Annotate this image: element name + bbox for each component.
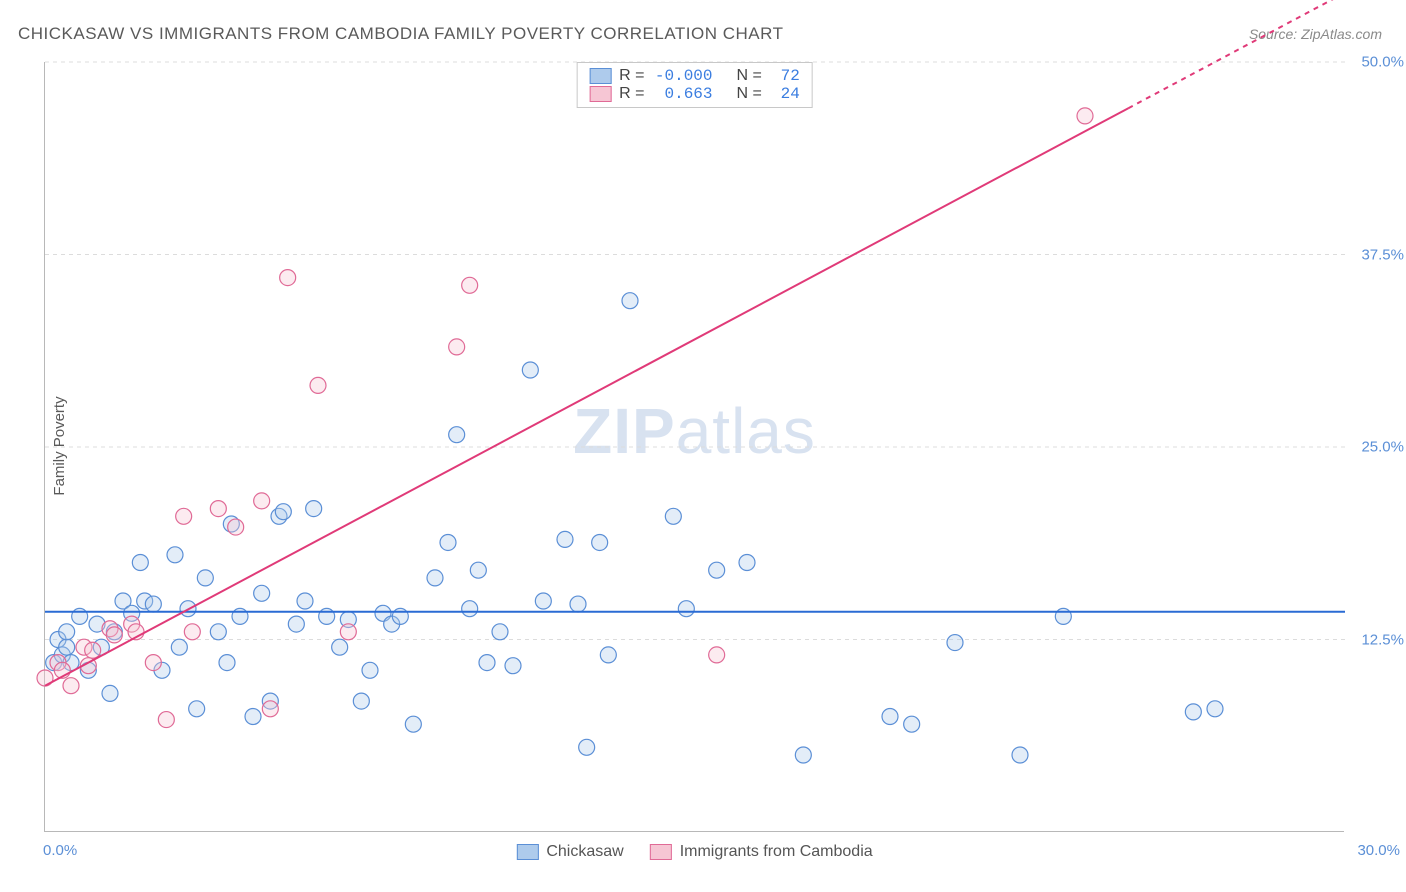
n-label: N = bbox=[737, 85, 762, 103]
plot-area: ZIPatlas R = -0.000 N = 72 R = 0.663 N =… bbox=[44, 62, 1344, 832]
y-tick-label: 25.0% bbox=[1361, 439, 1404, 456]
legend-swatch bbox=[516, 844, 538, 860]
x-tick-label: 30.0% bbox=[1357, 842, 1400, 859]
series-legend-label: Immigrants from Cambodia bbox=[680, 843, 873, 861]
legend-swatch bbox=[589, 86, 611, 102]
series-legend-item: Immigrants from Cambodia bbox=[650, 843, 873, 861]
y-tick-label: 12.5% bbox=[1361, 631, 1404, 648]
y-tick-label: 37.5% bbox=[1361, 246, 1404, 263]
n-value: 72 bbox=[770, 67, 800, 85]
plot-svg bbox=[45, 62, 1344, 831]
r-value: -0.000 bbox=[653, 67, 713, 85]
chart-title: CHICKASAW VS IMMIGRANTS FROM CAMBODIA FA… bbox=[18, 24, 783, 44]
x-tick-label: 0.0% bbox=[43, 842, 77, 859]
legend-row: R = 0.663 N = 24 bbox=[589, 85, 800, 103]
r-label: R = bbox=[619, 85, 644, 103]
series-legend-item: Chickasaw bbox=[516, 843, 623, 861]
r-label: R = bbox=[619, 67, 644, 85]
chart-container: CHICKASAW VS IMMIGRANTS FROM CAMBODIA FA… bbox=[0, 0, 1406, 892]
n-value: 24 bbox=[770, 85, 800, 103]
series-legend: Chickasaw Immigrants from Cambodia bbox=[516, 843, 872, 861]
legend-swatch bbox=[589, 68, 611, 84]
n-label: N = bbox=[737, 67, 762, 85]
series-legend-label: Chickasaw bbox=[546, 843, 623, 861]
r-value: 0.663 bbox=[653, 85, 713, 103]
correlation-legend-box: R = -0.000 N = 72 R = 0.663 N = 24 bbox=[576, 62, 813, 108]
source-attribution: Source: ZipAtlas.com bbox=[1249, 26, 1382, 42]
legend-row: R = -0.000 N = 72 bbox=[589, 67, 800, 85]
y-tick-label: 50.0% bbox=[1361, 54, 1404, 71]
legend-swatch bbox=[650, 844, 672, 860]
